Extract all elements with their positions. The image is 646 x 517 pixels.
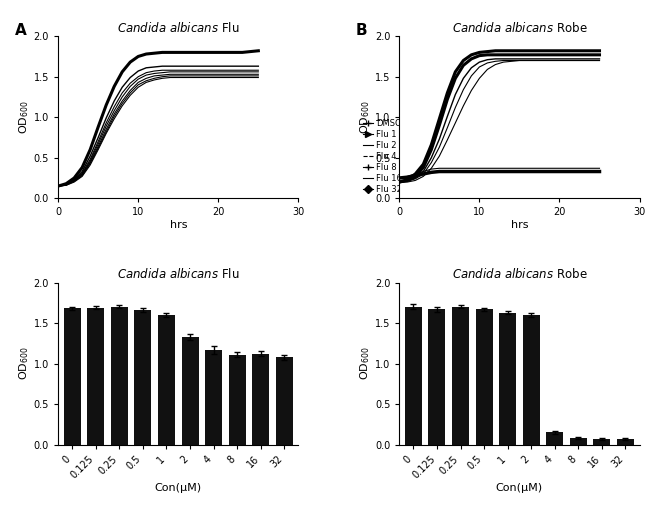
Bar (523, 315, 539, 445)
Bar (276, 357, 293, 445)
Bar (547, 432, 563, 445)
Legend: DMSO, Flu 1, Flu 2, Flu 4, Flu 8, Flu 16, Flu 32: DMSO, Flu 1, Flu 2, Flu 4, Flu 8, Flu 16… (363, 118, 402, 194)
Bar (229, 355, 245, 445)
X-axis label: hrs: hrs (511, 220, 528, 230)
Text: B: B (356, 23, 368, 38)
Bar (428, 309, 446, 445)
Title: $\it{Candida\ albicans}$ Flu: $\it{Candida\ albicans}$ Flu (117, 21, 240, 35)
Y-axis label: OD$_{600}$: OD$_{600}$ (359, 100, 372, 134)
Bar (64, 309, 81, 445)
Bar (570, 438, 587, 445)
Bar (134, 310, 151, 445)
Bar (405, 307, 422, 445)
Y-axis label: OD$_{600}$: OD$_{600}$ (17, 100, 31, 134)
Y-axis label: OD$_{600}$: OD$_{600}$ (359, 347, 372, 381)
Bar (87, 308, 104, 445)
Bar (617, 439, 634, 445)
Bar (452, 307, 469, 445)
Bar (594, 439, 610, 445)
Bar (252, 354, 269, 445)
Bar (182, 337, 198, 445)
X-axis label: Con(μM): Con(μM) (154, 483, 202, 493)
Title: $\it{Candida\ albicans}$ Robe: $\it{Candida\ albicans}$ Robe (452, 21, 587, 35)
Bar (475, 309, 492, 445)
Bar (499, 313, 516, 445)
X-axis label: hrs: hrs (169, 220, 187, 230)
Y-axis label: OD$_{600}$: OD$_{600}$ (17, 347, 31, 381)
Bar (158, 315, 175, 445)
Title: $\it{Candida\ albicans}$ Flu: $\it{Candida\ albicans}$ Flu (117, 267, 240, 281)
Bar (205, 350, 222, 445)
Text: A: A (15, 23, 26, 38)
Title: $\it{Candida\ albicans}$ Robe: $\it{Candida\ albicans}$ Robe (452, 267, 587, 281)
Bar (111, 307, 128, 445)
X-axis label: Con(μM): Con(μM) (496, 483, 543, 493)
